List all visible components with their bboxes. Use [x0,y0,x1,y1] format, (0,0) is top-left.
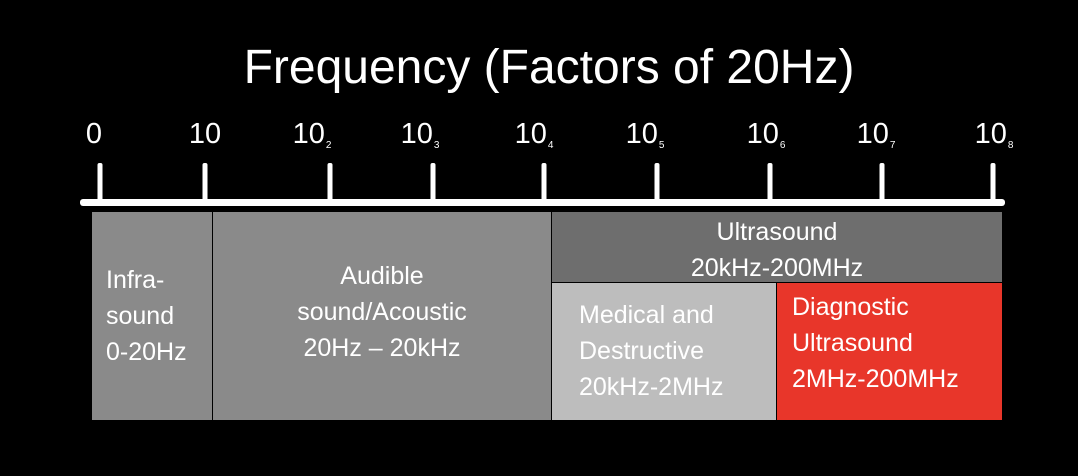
tick-exponent: 8 [1007,140,1014,151]
diagram-title: Frequency (Factors of 20Hz) [243,41,855,94]
infrasound-line-1: Infra- [106,266,165,294]
medical-line-3: 20kHz-2MHz [579,373,724,401]
axis-tick-4 [541,163,547,203]
tick-base: 10 [292,118,325,150]
axis-tick-5 [654,163,660,203]
axis-tick-label-5: 105 [626,116,665,152]
diagnostic-line-1: Diagnostic [792,293,909,321]
axis-tick-label-8: 108 [975,116,1014,152]
ultrasound-line-2: 20kHz-200MHz [690,254,864,282]
infrasound-line-2: sound [106,302,175,330]
diagnostic-line-2: Ultrasound [792,329,913,357]
axis-tick-8 [990,163,996,203]
axis-tick-label-4: 104 [515,116,554,152]
axis-tick-label-3: 103 [401,116,440,152]
medical-line-1: Medical and [579,301,714,329]
axis-tick-3 [430,163,436,203]
tick-base: 10 [856,118,889,150]
tick-base: 10 [746,118,779,150]
axis-tick-0 [97,163,103,203]
tick-base: 10 [514,118,547,150]
tick-base: 10 [400,118,433,150]
tick-base: 10 [188,118,222,150]
band-diagnostic-ultrasound: Diagnostic Ultrasound 2MHz-200MHz [777,283,1002,420]
axis-tick-label-6: 106 [747,116,786,152]
diagnostic-line-3: 2MHz-200MHz [792,365,959,393]
axis-tick-6 [767,163,773,203]
band-ultrasound: Ultrasound 20kHz-200MHz [552,212,1002,282]
axis-tick-label-1: 10 [189,116,221,152]
axis-tick-7 [879,163,885,203]
audible-line-1: Audible [340,262,424,290]
axis-tick-label-7: 107 [857,116,896,152]
tick-exponent: 3 [433,140,440,151]
band-medical-destructive: Medical and Destructive 20kHz-2MHz [552,283,776,420]
tick-exponent: 6 [779,140,786,151]
axis-tick-label-2: 102 [293,116,332,152]
tick-exponent: 7 [889,140,896,151]
tick-base: 10 [625,118,658,150]
infrasound-line-3: 0-20Hz [106,338,187,366]
audible-line-2: sound/Acoustic [297,298,467,326]
tick-base: 10 [974,118,1007,150]
ultrasound-line-1: Ultrasound [716,218,838,246]
axis-tick-label-0: 0 [86,116,102,152]
axis-tick-2 [327,163,333,203]
medical-line-2: Destructive [579,337,705,365]
audible-line-3: 20Hz – 20kHz [303,334,461,362]
band-infrasound: Infra- sound 0-20Hz [92,212,212,420]
band-audible: Audible sound/Acoustic 20Hz – 20kHz [213,212,551,420]
tick-exponent: 5 [658,140,665,151]
tick-base: 0 [85,118,103,150]
tick-exponent: 2 [325,140,332,151]
tick-exponent: 4 [547,140,554,151]
axis-tick-1 [202,163,208,203]
